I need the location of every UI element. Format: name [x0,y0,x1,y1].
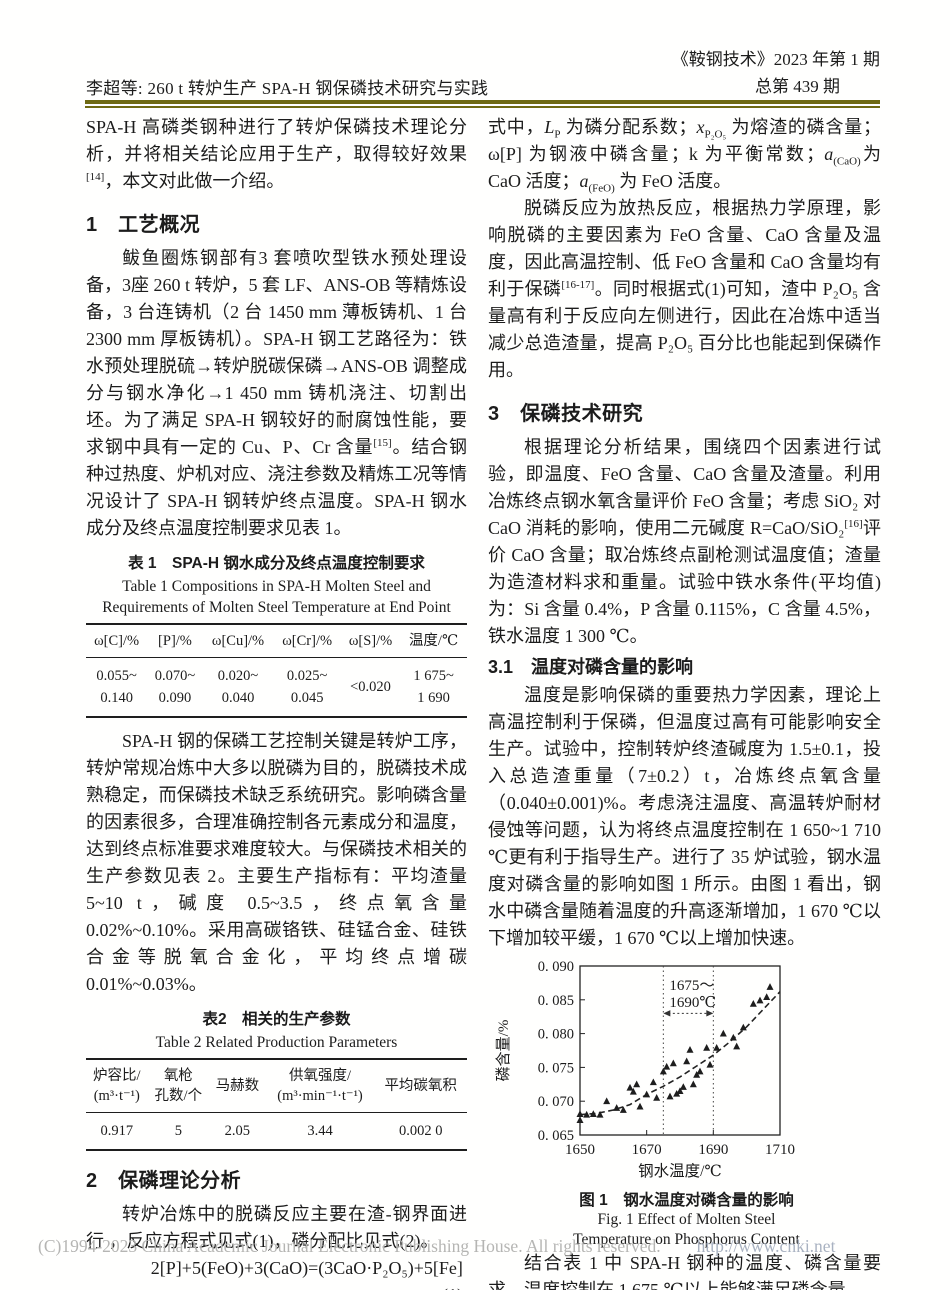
right-column: 式中，LP 为磷分配系数；xP₂O₅ 为熔渣的磷含量；ω[P] 为钢液中磷含量；… [488,114,881,1290]
table-1-title-en-line1: Table 1 Compositions in SPA-H Molten Ste… [122,578,431,595]
table-cell: 0.020~ 0.040 [217,668,259,706]
table-2: 炉容比/ (m³·t⁻¹) 氧枪 孔数/个 马赫数 供氧强度/ (m³·min⁻¹·t… [86,1058,467,1151]
running-title: 李超等: 260 t 转炉生产 SPA-H 钢保磷技术研究与实践 [86,79,489,98]
column-header: 平均碳氧积 [374,1059,467,1113]
table-cell: 0.002 0 [398,1123,443,1139]
intro-text: SPA-H 高磷类钢种进行了转炉保磷技术理论分析，并将相关结论应用于生产，取得较… [86,117,467,164]
figure-1-caption-en-line1: Fig. 1 Effect of Molten Steel [597,1211,776,1228]
svg-text:1710: 1710 [765,1142,795,1158]
table-cell: 0.025~ 0.045 [286,668,328,706]
citation-ref-14: [14] [86,171,105,183]
header-rule-thin [85,106,880,108]
svg-text:0. 085: 0. 085 [538,993,574,1009]
svg-text:1670: 1670 [632,1142,662,1158]
process-paragraph: 鲅鱼圈炼钢部有3 套喷吹型铁水预处理设备，3座 260 t 转炉，5 套 LF、… [86,245,467,542]
header-rule-thick [85,100,880,104]
figure-1-caption-en-line2: Temperature on Phosphorus Content [573,1231,800,1248]
experiment-design-paragraph: 根据理论分析结果，围绕四个因素进行试验，即温度、FeO 含量、CaO 含量及渣量… [488,437,882,646]
table-2-title-cn: 表2 相关的生产参数 [202,1011,351,1028]
section-1-heading: 1 工艺概况 [86,214,201,236]
journal-number: 总第 439 期 [755,77,840,96]
section-3-heading: 3 保磷技术研究 [488,403,644,425]
svg-text:1675～: 1675～ [669,978,714,994]
equation-1-number: (1) [86,1282,467,1290]
intro-text-2: ，本文对此做一介绍。 [104,171,285,191]
intro-paragraph: SPA-H 高磷类钢种进行了转炉保磷技术理论分析，并将相关结论应用于生产，取得较… [86,114,467,195]
svg-text:1690: 1690 [698,1142,728,1158]
journal-info: 《鞍钢技术》2023 年第 1 期 总第 439 期 [672,46,880,100]
svg-text:0. 075: 0. 075 [538,1060,574,1076]
section-3-1-heading: 3.1 温度对磷含量的影响 [488,657,694,677]
table-1-block: 表 1 SPA-H 钢水成分及终点温度控制要求 Table 1 Composit… [86,551,467,718]
table-1-title-en: Table 1 Compositions in SPA-H Molten Ste… [86,576,467,618]
table-row: 0.055~ 0.140 0.070~ 0.090 0.020~ 0.040 0.02… [86,658,467,718]
column-header: ω[S]/% [340,624,401,658]
svg-text:磷含量/%: 磷含量/% [495,1020,512,1082]
thermodynamics-paragraph: 脱磷反应为放热反应，根据热力学原理，影响脱磷的主要因素为 FeO 含量、CaO … [488,198,881,380]
footer-copyright: (C)1994-2023 China Academic Journal Elec… [38,1236,661,1256]
table-1-title-cn: 表 1 SPA-H 钢水成分及终点温度控制要求 [128,555,425,572]
column-header: ω[Cu]/% [202,624,274,658]
table-row: 0.917 5 2.05 3.44 0.002 0 [86,1113,467,1151]
table-cell: 2.05 [224,1123,251,1139]
citation-ref-15: [15] [373,437,392,449]
figure-1: 0. 065 0. 070 0. 075 0. 080 0. 085 0. 090 1650… [492,958,881,1250]
table-cell: 0.917 [100,1123,134,1139]
column-header: 炉容比/ (m³·t⁻¹) [86,1059,148,1113]
figure-1-caption-cn: 图 1 钢水温度对磷含量的影响 [579,1192,794,1209]
column-header: ω[Cr]/% [273,624,341,658]
left-column: SPA-H 高磷类钢种进行了转炉保磷技术理论分析，并将相关结论应用于生产，取得较… [86,114,467,1290]
process-text-2: 。结合钢种过热度、炉机对应、浇注参数及精炼工况等情况设计了 SPA-H 钢转炉终… [86,437,468,538]
process-text: 鲅鱼圈炼钢部有3 套喷吹型铁水预处理设备，3座 260 t 转炉，5 套 LF、… [86,248,468,457]
scatter-chart: 0. 065 0. 070 0. 075 0. 080 0. 085 0. 090 1650… [495,959,795,1180]
table-cell: 0.070~ 0.090 [154,668,196,706]
column-header: 马赫数 [209,1059,266,1113]
equation-1-body: 2[P]+5(FeO)+3(CaO)=(3CaO·P₂O₅)+5[Fe] [150,1258,463,1278]
svg-text:0. 080: 0. 080 [538,1027,574,1043]
page-footer: (C)1994-2023 China Academic Journal Elec… [38,1236,918,1257]
journal-issue: 《鞍钢技术》2023 年第 1 期 [671,50,880,69]
conclusion-paragraph: 结合表 1 中 SPA-H 钢种的温度、磷含量要求，温度控制在 1 675 ℃以… [488,1253,881,1290]
svg-text:钢水温度/℃: 钢水温度/℃ [638,1162,722,1180]
table-cell: 5 [174,1123,182,1139]
footer-url: http://www.cnki.net [696,1236,836,1256]
table-cell: <0.020 [350,679,391,695]
equation-1: 2[P]+5(FeO)+3(CaO)=(3CaO·P₂O₅)+5[Fe] [151,1255,467,1282]
svg-text:0. 070: 0. 070 [538,1094,574,1110]
column-header: 温度/℃ [400,624,467,658]
header-rule [85,100,880,108]
table-1: ω[C]/% [P]/% ω[Cu]/% ω[Cr]/% ω[S]/% 温度/℃ 0.055… [86,623,467,718]
citation-ref-16: [16] [844,518,863,530]
table-cell: 1 675~ 1 690 [413,668,454,706]
temperature-effect-paragraph: 温度是影响保磷的重要热力学因素，理论上高温控制利于保磷，但温度过高有可能影响安全… [488,685,881,948]
svg-text:1690℃: 1690℃ [669,995,716,1011]
section-2-heading: 2 保磷理论分析 [86,1170,242,1192]
table-2-title-en: Table 2 Related Production Parameters [155,1034,398,1051]
citation-ref-16-17: [16-17] [561,279,595,291]
column-header: 氧枪 孔数/个 [147,1059,210,1113]
column-header: [P]/% [147,624,203,658]
theory-paragraph: 转炉冶炼中的脱磷反应主要在渣-钢界面进行 ，反应方程式见式(1)，磷分配比见式(… [86,1204,467,1251]
table-1-title-en-line2: Requirements of Molten Steel Temperature… [102,599,451,616]
svg-text:0. 090: 0. 090 [538,959,574,975]
svg-text:1650: 1650 [565,1142,595,1158]
svg-text:0. 065: 0. 065 [538,1128,574,1144]
symbols-paragraph: 式中，LP 为磷分配系数；xP₂O₅ 为熔渣的磷含量；ω[P] 为钢液中磷含量；… [488,117,882,195]
table-cell: 3.44 [307,1123,333,1139]
column-header: 供氧强度/ (m³·min⁻¹·t⁻¹) [265,1059,375,1113]
table-cell: 0.055~ 0.140 [96,668,137,706]
table-2-block: 表2 相关的生产参数 Table 2 Related Production Pa… [86,1007,467,1151]
column-header: ω[C]/% [86,624,148,658]
retention-process-paragraph: SPA-H 钢的保磷工艺控制关键是转炉工序，转炉常规冶炼中大多以脱磷为目的，脱磷… [86,731,467,994]
